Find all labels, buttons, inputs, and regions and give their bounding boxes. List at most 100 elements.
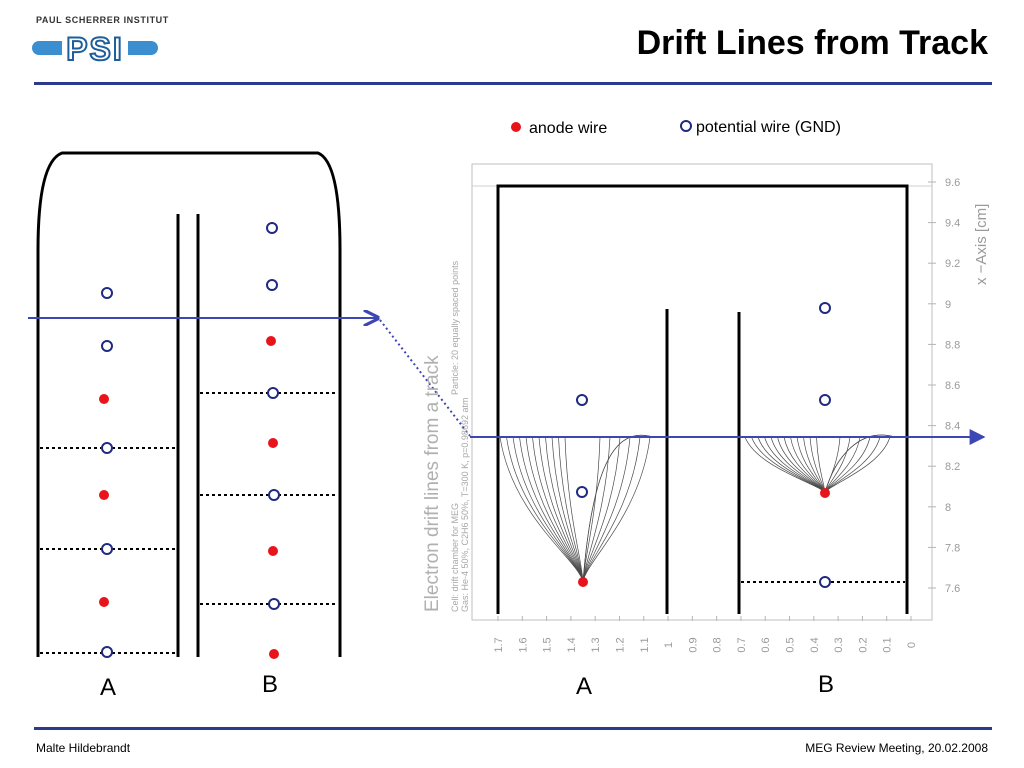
y-tick-label: 7.6 (945, 583, 960, 595)
x-tick-label: 0.8 (712, 637, 724, 652)
x-tick-label: 1.2 (614, 637, 626, 652)
plot-info-2: Gas: He-4 50%, C2H6 50%, T=300 K, p=0.98… (460, 398, 470, 612)
y-tick-label: 7.8 (945, 542, 960, 554)
drift-plot: Electron drift lines from a track Cell: … (422, 163, 990, 700)
label-cell-b-left: B (262, 671, 278, 698)
header-rule (34, 82, 992, 85)
drift-line (824, 434, 896, 494)
psi-logo: PSI (32, 30, 158, 68)
drift-line (582, 436, 631, 583)
drift-line (824, 436, 851, 494)
potential-wire (101, 340, 113, 352)
plot-potential-wire (576, 394, 588, 406)
psi-logo-letters: PSI (66, 31, 124, 67)
y-tick-label: 8.2 (945, 461, 960, 473)
potential-wire (101, 646, 113, 658)
legend-anode-icon (511, 122, 521, 132)
drift-line (499, 436, 584, 583)
x-tick-label: 1.1 (639, 637, 651, 652)
potential-wire (101, 543, 113, 555)
plot-potential-wire (819, 394, 831, 406)
label-cell-b-right: B (818, 671, 834, 698)
x-tick-label: 0.2 (857, 637, 869, 652)
anode-wire (268, 438, 278, 448)
institute-name: PAUL SCHERRER INSTITUT (36, 15, 169, 25)
plot-info-1: Cell: drift chamber for MEG (450, 503, 460, 612)
drift-line (582, 436, 611, 583)
x-tick-label: 1.7 (493, 637, 505, 652)
drift-line (564, 436, 584, 583)
x-tick-label: 1.5 (542, 637, 554, 652)
plot-cell-boundary (496, 184, 909, 614)
x-tick-labels: 1.7 1.6 1.5 1.4 1.3 1.2 1.1 1 0.9 0.8 0.7 0.6 0.5 0.4… (493, 616, 918, 653)
legend-potential-label: potential wire (GND) (696, 119, 841, 136)
drift-line (551, 436, 584, 583)
x-tick-label: 0.5 (785, 637, 797, 652)
plot-anode-wire (820, 488, 830, 498)
legend-potential-icon (680, 120, 692, 132)
left-chamber-schematic: A B (36, 151, 342, 701)
x-tick-label: 0.9 (687, 637, 699, 652)
x-tick-label: 1 (663, 642, 675, 648)
drift-line (512, 436, 584, 583)
drift-line (558, 436, 584, 583)
y-tick-label: 8 (945, 502, 951, 514)
footer-author: Malte Hildebrandt (36, 741, 131, 755)
potential-wire (267, 387, 279, 399)
y-tick-labels: 9.6 9.4 9.2 9 8.8 8.6 8.4 8.2 8 7.8 7.6 (928, 177, 960, 595)
legend: anode wire potential wire (GND) (511, 119, 841, 137)
x-tick-label: 0.7 (736, 637, 748, 652)
footer-event: MEG Review Meeting, 20.02.2008 (805, 741, 988, 755)
label-cell-a-left: A (100, 674, 116, 701)
drift-line (582, 436, 641, 583)
drift-lines-cell-b (744, 434, 896, 494)
x-tick-label: 0 (906, 642, 918, 648)
slide-title: Drift Lines from Track (636, 24, 988, 62)
y-tick-label: 9.2 (945, 258, 960, 270)
plot-potential-wire (819, 576, 831, 588)
drift-lines-cell-a (499, 434, 654, 583)
plot-title: Electron drift lines from a track (422, 355, 443, 612)
drift-line (506, 436, 584, 583)
chamber-outline (36, 151, 342, 657)
drift-line (824, 436, 881, 494)
y-tick-label: 8.4 (945, 421, 960, 433)
potential-wire (101, 287, 113, 299)
plot-anode-wire (578, 577, 588, 587)
x-tick-label: 0.3 (833, 637, 845, 652)
plot-potential-wire (576, 486, 588, 498)
plot-potential-wire (819, 302, 831, 314)
footer-rule (34, 727, 992, 730)
legend-anode-label: anode wire (529, 120, 607, 137)
drift-line (545, 436, 584, 583)
plot-info-3: Particle: 20 equally spaced points (450, 260, 460, 395)
drift-line (582, 434, 654, 583)
y-tick-label: 8.8 (945, 339, 960, 351)
potential-wire (266, 279, 278, 291)
potential-wire (101, 442, 113, 454)
anode-wire (99, 597, 109, 607)
potential-wire (268, 598, 280, 610)
y-tick-label: 9.4 (945, 218, 960, 230)
drift-line (824, 434, 896, 494)
anode-wire (269, 649, 279, 659)
anode-wire (266, 336, 276, 346)
y-tick-label: 9.6 (945, 177, 960, 189)
x-tick-label: 1.6 (517, 637, 529, 652)
drift-line (582, 436, 601, 583)
anode-wire (268, 546, 278, 556)
anode-wire (99, 394, 109, 404)
plot-frame (471, 163, 933, 621)
label-cell-a-right: A (576, 673, 592, 700)
drift-line (582, 436, 651, 583)
potential-wire (266, 222, 278, 234)
x-tick-label: 1.4 (566, 637, 578, 652)
x-tick-label: 1.3 (590, 637, 602, 652)
y-tick-label: 8.6 (945, 380, 960, 392)
x-tick-label: 0.6 (760, 637, 772, 652)
x-tick-label: 0.1 (882, 637, 894, 652)
drift-line (582, 436, 621, 583)
anode-wire (99, 490, 109, 500)
x-tick-label: 0.4 (809, 637, 821, 652)
